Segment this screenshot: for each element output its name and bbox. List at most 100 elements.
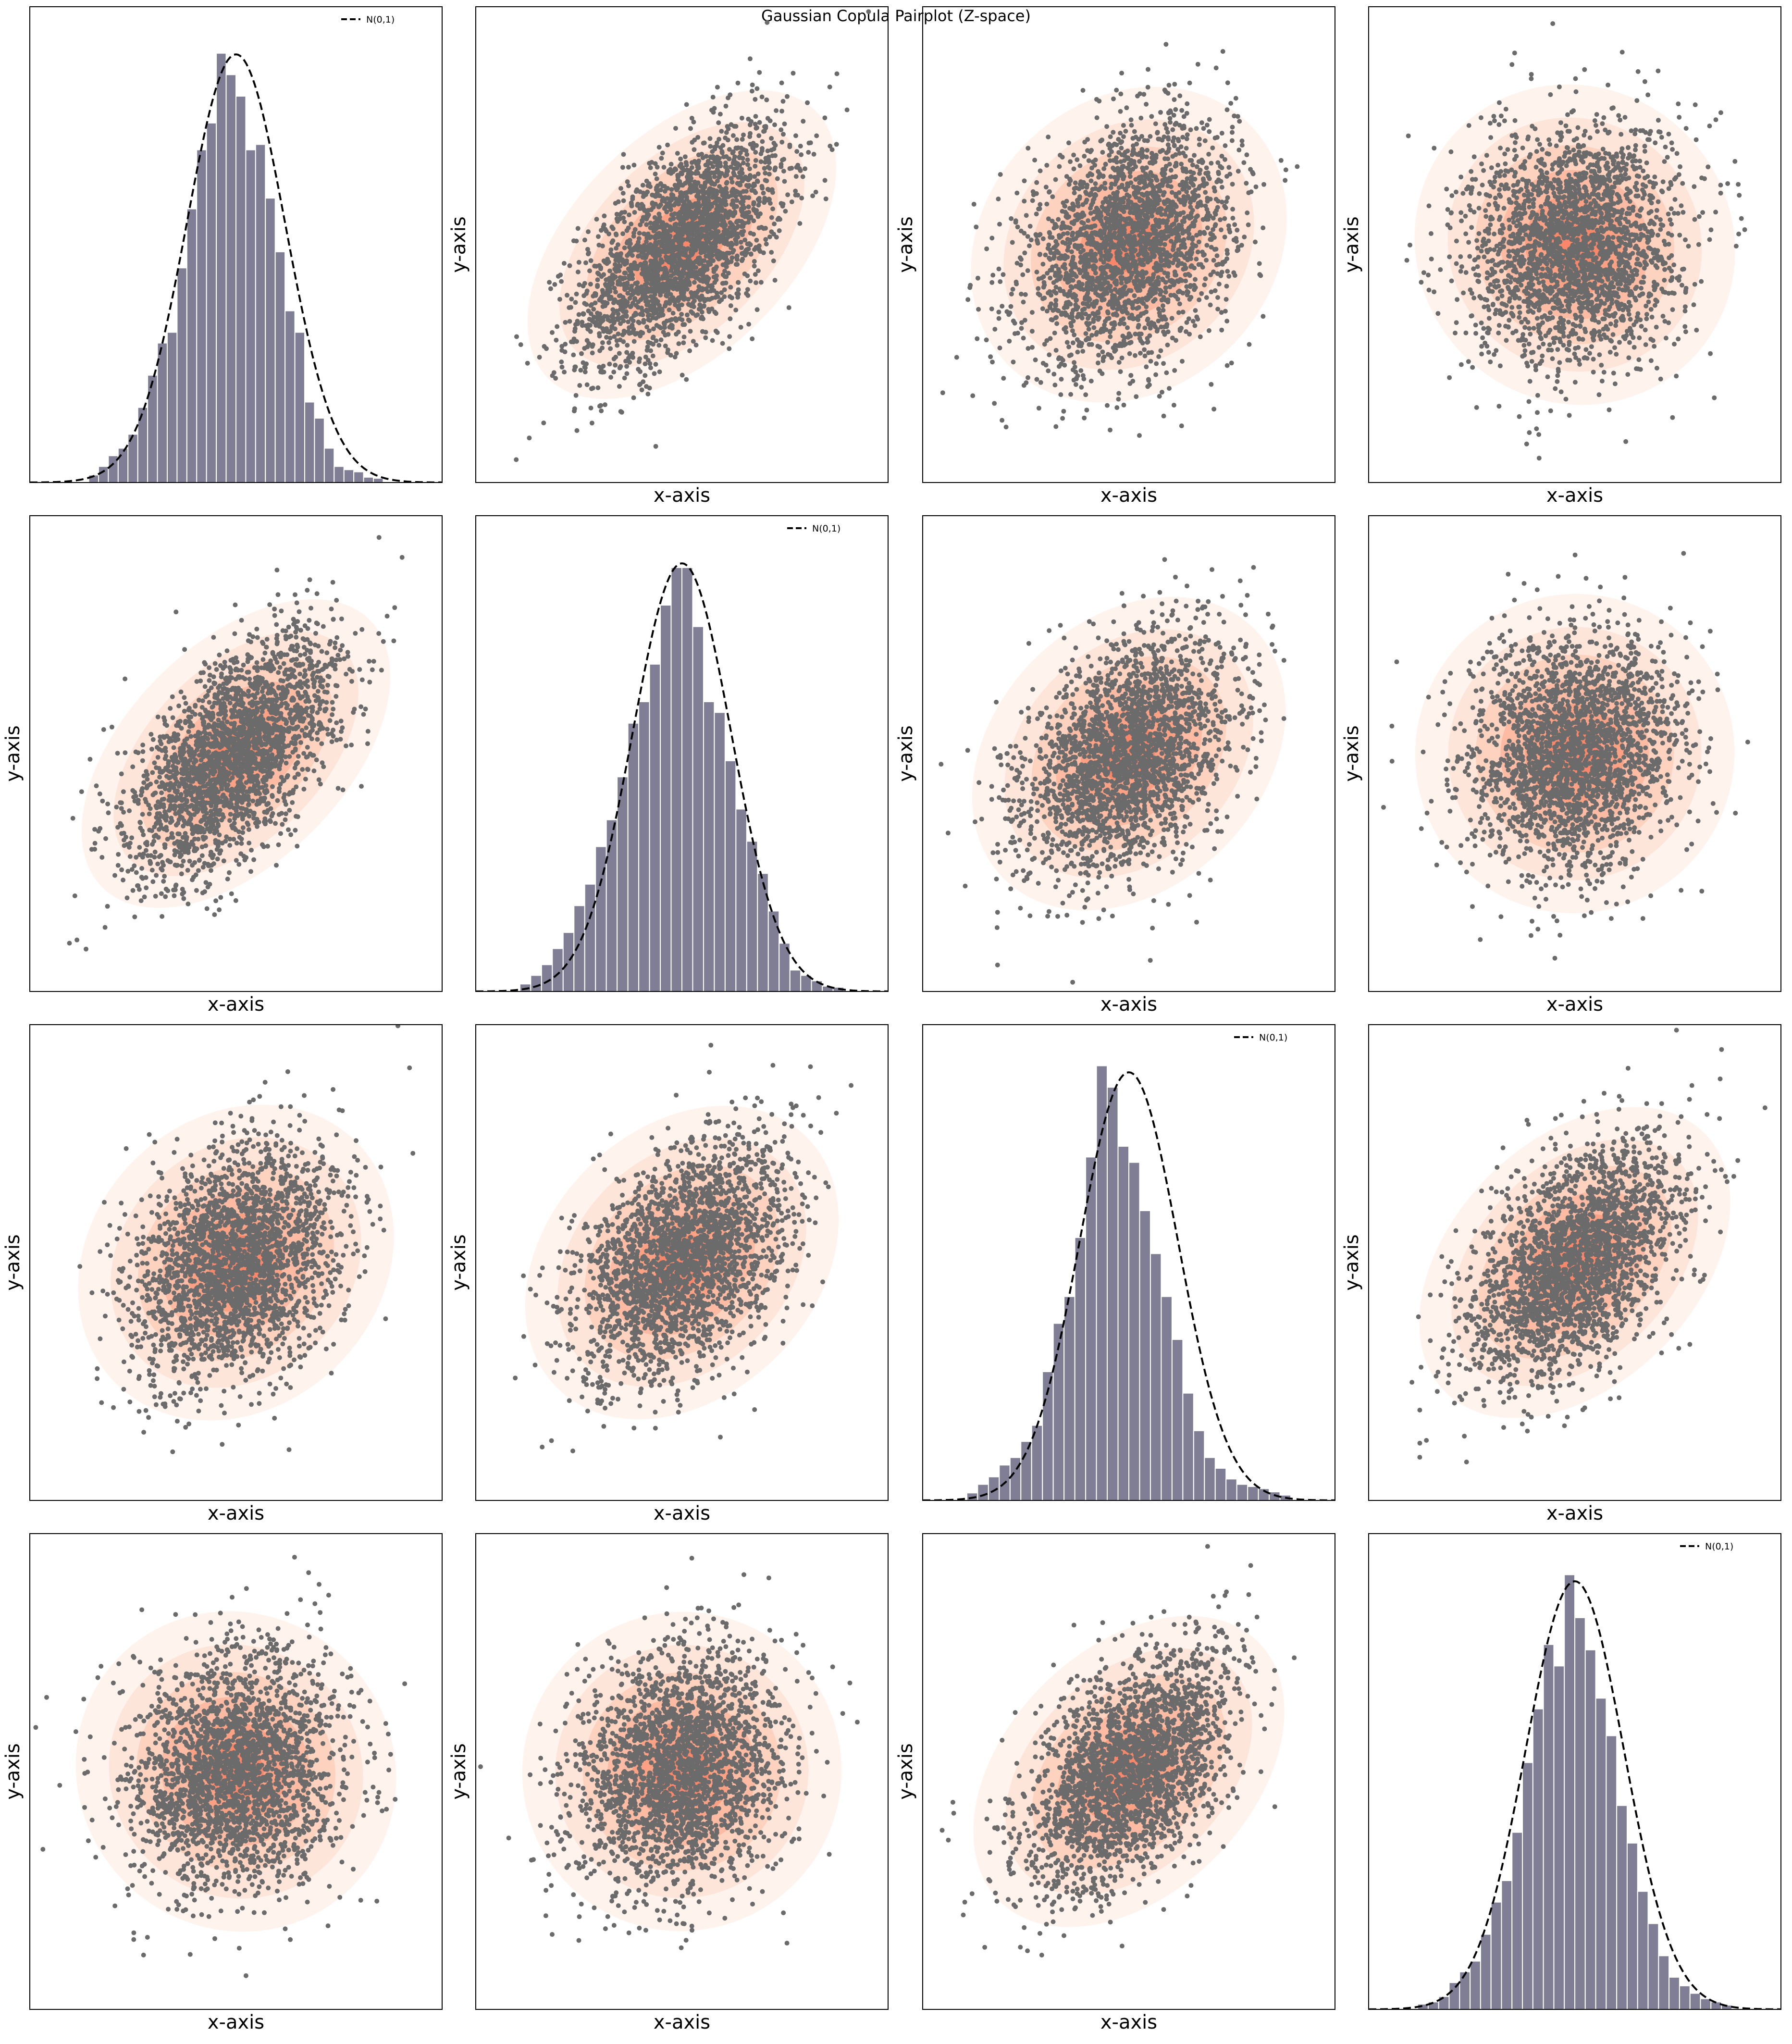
scatter-point xyxy=(1193,277,1198,282)
scatter-point xyxy=(1157,187,1162,193)
scatter-point xyxy=(1088,149,1093,154)
scatter-point xyxy=(1169,316,1174,321)
scatter-point xyxy=(1204,207,1210,212)
scatter-point xyxy=(1046,135,1051,139)
normal-pdf-curve xyxy=(30,53,442,483)
scatter-point xyxy=(662,275,667,281)
scatter-point xyxy=(1149,249,1155,255)
scatter-point xyxy=(652,277,657,282)
scatter-point xyxy=(1000,418,1005,423)
scatter-point xyxy=(1112,280,1117,285)
scatter-point xyxy=(701,228,706,233)
scatter-point xyxy=(1065,225,1071,230)
scatter-point xyxy=(1105,285,1110,290)
scatter-point xyxy=(1533,363,1538,368)
scatter-point xyxy=(1075,200,1080,205)
scatter-point xyxy=(752,183,757,187)
scatter-point xyxy=(737,163,742,168)
scatter-point xyxy=(744,291,749,296)
scatter-point xyxy=(672,354,678,359)
scatter-point xyxy=(1192,265,1197,271)
scatter-point xyxy=(1137,159,1142,164)
scatter-point xyxy=(727,346,732,351)
scatter-point xyxy=(1231,270,1236,275)
scatter-point xyxy=(1144,364,1149,370)
scatter-point xyxy=(1156,275,1161,280)
histogram-bar xyxy=(176,267,187,483)
scatter-point xyxy=(1060,209,1065,214)
scatter-point xyxy=(1230,207,1236,212)
scatter-point xyxy=(718,214,724,219)
scatter-point xyxy=(1107,153,1112,158)
scatter-point xyxy=(653,264,658,269)
scatter-point xyxy=(1145,255,1150,260)
scatter-point xyxy=(692,292,697,297)
scatter-point xyxy=(724,130,729,135)
scatter-point xyxy=(1175,263,1180,268)
scatter-point xyxy=(695,295,701,300)
scatter-point xyxy=(1234,239,1239,244)
scatter-point xyxy=(739,245,744,250)
scatter-point xyxy=(650,201,655,206)
scatter-point xyxy=(638,334,643,338)
scatter-point xyxy=(1117,321,1123,326)
scatter-point xyxy=(1453,330,1458,335)
scatter-point xyxy=(601,272,606,277)
scatter-point xyxy=(645,391,651,396)
scatter-point xyxy=(638,330,643,335)
scatter-point xyxy=(736,291,741,297)
scatter-point xyxy=(998,172,1003,177)
scatter-point xyxy=(1087,336,1092,342)
scatter-point xyxy=(703,162,708,168)
scatter-point xyxy=(600,340,605,345)
scatter-point xyxy=(622,219,627,224)
scatter-point xyxy=(1165,342,1170,347)
scatter-point xyxy=(1139,249,1144,255)
scatter-point xyxy=(622,281,627,286)
scatter-point xyxy=(1058,274,1063,279)
scatter-point xyxy=(1148,281,1153,286)
scatter-point xyxy=(1076,311,1081,317)
scatter-point xyxy=(1014,190,1020,196)
scatter-point xyxy=(1119,146,1124,151)
scatter-point xyxy=(664,285,669,290)
scatter-point xyxy=(793,133,798,138)
scatter-point xyxy=(774,235,779,240)
scatter-point xyxy=(607,361,612,367)
scatter-point xyxy=(692,179,697,185)
scatter-point xyxy=(1190,235,1195,240)
scatter-point xyxy=(1036,276,1041,282)
scatter-point xyxy=(691,304,696,310)
scatter-point xyxy=(1169,228,1174,233)
scatter-point xyxy=(771,146,777,151)
scatter-point xyxy=(1177,326,1183,332)
scatter-point xyxy=(1257,261,1262,266)
scatter-point xyxy=(827,84,832,89)
scatter-point xyxy=(1127,351,1132,356)
scatter-point xyxy=(600,317,605,322)
scatter-point xyxy=(582,369,588,374)
scatter-point xyxy=(1196,262,1201,267)
scatter-point xyxy=(1170,127,1175,132)
scatter-point xyxy=(793,192,798,198)
scatter-point xyxy=(599,408,604,413)
scatter-point xyxy=(1047,304,1052,309)
scatter-point xyxy=(609,240,615,245)
scatter-point xyxy=(1040,360,1046,366)
scatter-point xyxy=(1494,348,1499,353)
scatter-point xyxy=(632,297,637,302)
scatter-point xyxy=(693,259,698,264)
scatter-point xyxy=(1176,138,1181,144)
scatter-point xyxy=(1202,138,1208,143)
scatter-point xyxy=(1114,224,1119,229)
scatter-point xyxy=(614,232,619,237)
scatter-point xyxy=(1145,214,1150,219)
scatter-point xyxy=(1094,244,1100,248)
scatter-point xyxy=(1067,353,1072,358)
scatter-point xyxy=(1107,232,1112,237)
scatter-point xyxy=(1236,169,1241,174)
scatter-point xyxy=(1117,237,1123,242)
scatter-point xyxy=(741,147,746,152)
scatter-point xyxy=(708,202,713,207)
scatter-point xyxy=(1011,359,1016,365)
